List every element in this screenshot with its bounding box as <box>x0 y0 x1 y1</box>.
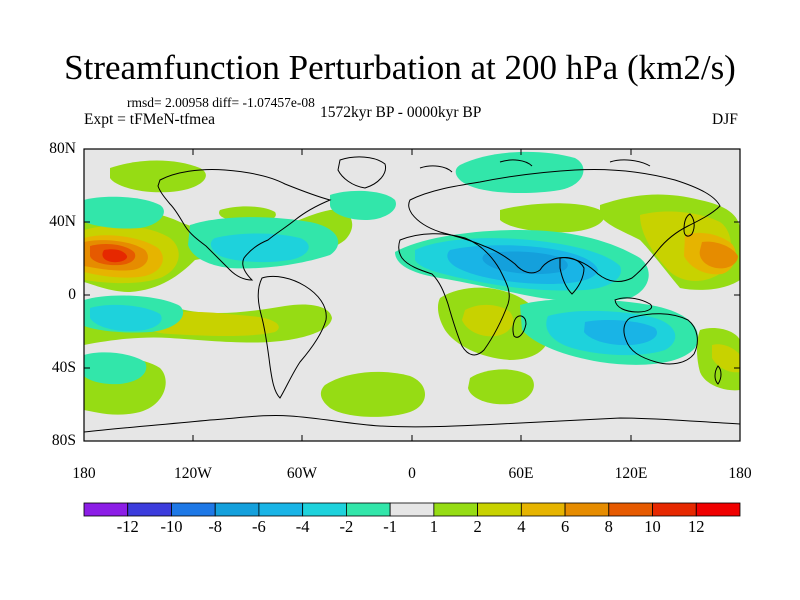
colorbar-swatch <box>83 502 129 517</box>
band-teal-atlantic-mid <box>330 190 396 220</box>
colorbar-swatch <box>214 502 260 517</box>
colorbar-swatch <box>258 502 304 517</box>
rmsd-stats: rmsd= 2.00958 diff= -1.07457e-08 <box>127 95 315 110</box>
coast-india <box>559 257 585 295</box>
band-mid-blue-tropical-africa-india <box>482 251 568 275</box>
y-tick-label: 80N <box>49 140 76 157</box>
y-tick-label: 80S <box>51 432 76 449</box>
x-tick-label: 120W <box>174 465 212 482</box>
x-tick-label: 180 <box>72 465 96 482</box>
colorbar-swatch <box>127 502 172 517</box>
colorbar-label: -10 <box>160 517 183 536</box>
coast-madagascar <box>512 315 527 338</box>
x-ticks <box>83 149 741 441</box>
x-tick-label: 60E <box>508 465 534 482</box>
coastlines <box>84 156 740 433</box>
band-green-south-indian <box>468 369 534 405</box>
period-label: 1572kyr BP - 0000kyr BP <box>320 104 482 121</box>
colorbar-swatch <box>608 502 653 517</box>
coast-greenland <box>337 156 387 189</box>
coast-new-zealand <box>714 365 722 385</box>
coast-japan <box>683 213 695 237</box>
colorbar-label: 12 <box>688 517 705 536</box>
colorbar-swatch <box>652 502 697 517</box>
colorbar-swatch <box>345 502 391 517</box>
colorbar-label: -6 <box>252 517 266 536</box>
colorbar-swatch <box>171 502 216 517</box>
coast-south-america <box>257 275 327 399</box>
coast-maritime-continent <box>614 297 653 313</box>
colorbar <box>83 502 741 517</box>
chart-title: Streamfunction Perturbation at 200 hPa (… <box>64 48 736 87</box>
colorbar-label: 10 <box>644 517 661 536</box>
band-cyan-south-pacific <box>90 304 162 332</box>
colorbar-label: -2 <box>339 517 354 536</box>
x-tick-label: 180 <box>728 465 752 482</box>
colorbar-swatch <box>389 502 435 517</box>
coast-eurasia <box>408 168 721 282</box>
colorbar-label: 6 <box>560 517 570 536</box>
colorbar-swatch <box>520 502 566 517</box>
band-cyan-america <box>210 233 309 263</box>
band-teal-south-pacific-low <box>84 352 147 385</box>
colorbar-swatch <box>477 502 522 517</box>
colorbar-label: -12 <box>116 517 139 536</box>
band-yellow-west-pacific-south <box>712 344 740 373</box>
band-orange-west-pacific <box>699 241 738 269</box>
colorbar-label: 1 <box>429 517 438 536</box>
colorbar-label: 8 <box>604 517 613 536</box>
band-yellow-africa <box>462 304 514 337</box>
x-tick-label: 120E <box>614 465 648 482</box>
band-red-central-pacific <box>102 249 128 263</box>
contour-fields <box>84 151 740 417</box>
band-green-europe <box>500 203 605 233</box>
y-tick-label: 0 <box>68 286 76 303</box>
band-blue-south-indian <box>584 320 658 346</box>
season-label: DJF <box>712 111 738 128</box>
band-green-south-atlantic <box>320 371 425 417</box>
band-teal-arctic <box>455 151 584 194</box>
coast-australia <box>623 313 698 365</box>
colorbar-label: -1 <box>383 517 397 536</box>
x-tick-label: 60W <box>286 465 318 482</box>
coast-africa <box>398 233 510 356</box>
coast-north-america <box>157 169 332 281</box>
y-tick-label: 40N <box>49 213 76 230</box>
colorbar-label: 4 <box>517 517 526 536</box>
y-tick-label: 40S <box>51 359 76 376</box>
coast-arctic-islands <box>419 159 651 173</box>
colorbar-swatch <box>695 502 741 517</box>
colorbar-label: -4 <box>295 517 310 536</box>
coast-antarctica <box>84 414 740 433</box>
band-teal-atlantic-north <box>84 196 164 229</box>
colorbar-label: -8 <box>208 517 223 536</box>
colorbar-swatch <box>302 502 347 517</box>
band-green-north-atlantic <box>110 160 206 193</box>
x-tick-label: 0 <box>408 465 416 482</box>
colorbar-swatch <box>433 502 479 517</box>
colorbar-swatch <box>564 502 610 517</box>
y-ticks <box>84 148 740 442</box>
colorbar-label: 2 <box>473 517 482 536</box>
experiment-label: Expt = tFMeN-tfmea <box>84 111 215 128</box>
